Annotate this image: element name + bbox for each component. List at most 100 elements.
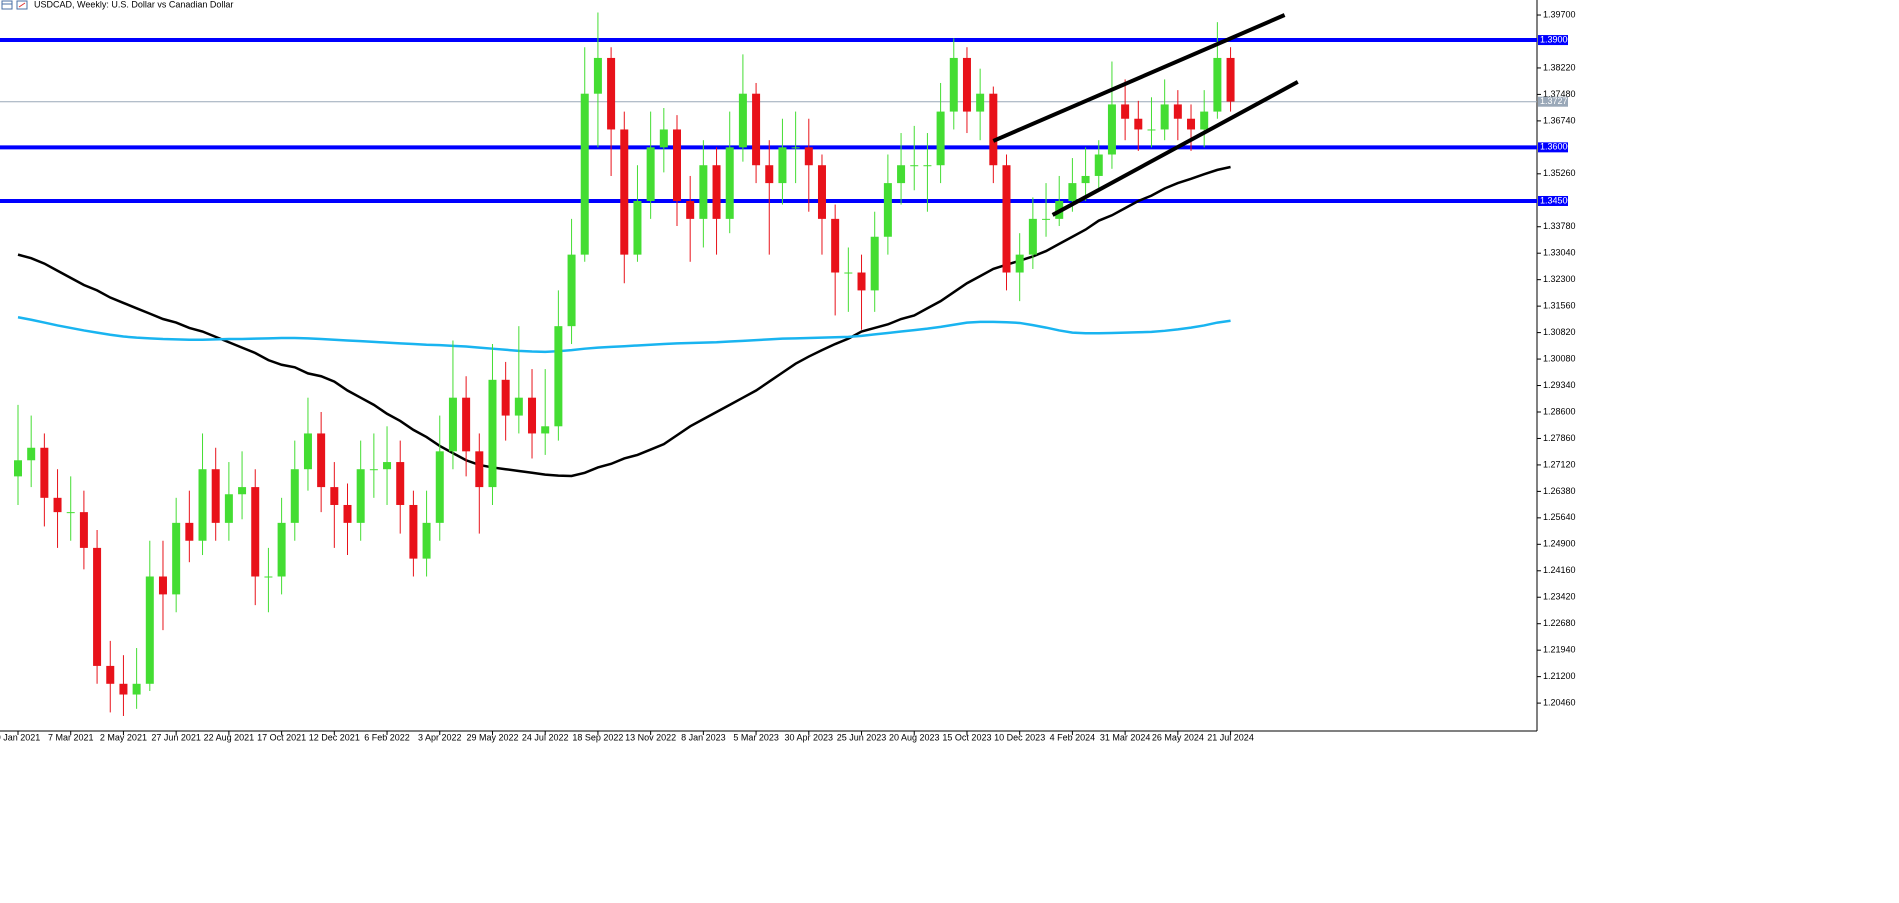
candle-body	[633, 200, 642, 255]
y-tick-label: 1.39700	[1543, 9, 1576, 19]
candle-body	[910, 165, 919, 167]
icon	[1, 0, 13, 10]
candle-body	[567, 254, 576, 327]
candle-body	[145, 576, 154, 684]
candle-body	[396, 462, 405, 505]
candle-body	[158, 576, 167, 595]
candle-body	[528, 397, 537, 434]
y-tick-label: 1.28600	[1543, 406, 1576, 416]
candle-body	[923, 165, 932, 167]
x-tick-label: 20 Aug 2023	[889, 732, 940, 742]
candle-body	[501, 379, 510, 416]
candle-body	[79, 512, 88, 548]
y-tick-label: 1.30820	[1543, 327, 1576, 337]
x-tick-label: 7 Mar 2021	[48, 732, 94, 742]
candle-body	[1002, 165, 1011, 273]
current-price-label: 1.37276	[1540, 96, 1573, 106]
y-tick-label: 1.33780	[1543, 221, 1576, 231]
x-tick-label: 8 Jan 2023	[681, 732, 726, 742]
y-tick-label: 1.21200	[1543, 671, 1576, 681]
candle-body	[1094, 154, 1103, 176]
candle-body	[804, 147, 813, 166]
level-box	[1538, 35, 1568, 46]
x-tick-label: 25 Jun 2023	[837, 732, 887, 742]
x-tick-label: 0 Jan 2021	[0, 732, 40, 742]
candle-body	[1015, 254, 1024, 273]
icon	[18, 2, 26, 8]
y-tick-label: 1.25640	[1543, 512, 1576, 522]
x-tick-label: 30 Apr 2023	[785, 732, 834, 742]
x-tick-label: 27 Jun 2021	[151, 732, 201, 742]
candle-body	[238, 487, 247, 495]
x-tick-label: 10 Dec 2023	[994, 732, 1045, 742]
candle-body	[1173, 104, 1182, 119]
candle-body	[962, 57, 971, 112]
candle-body	[1028, 218, 1037, 255]
candle-body	[541, 426, 550, 434]
y-tick-label: 1.21940	[1543, 645, 1576, 655]
candle-body	[686, 200, 695, 219]
y-tick-label: 1.27860	[1543, 433, 1576, 443]
x-tick-label: 2 May 2021	[100, 732, 147, 742]
y-tick-label: 1.32300	[1543, 274, 1576, 284]
candle-body	[119, 683, 128, 695]
candle-body	[1160, 104, 1169, 130]
candle-body	[66, 512, 75, 514]
candle-body	[475, 451, 484, 488]
candle-body	[409, 504, 418, 559]
chart-title: USDCAD, Weekly: U.S. Dollar vs Canadian …	[34, 0, 233, 9]
candle-body	[211, 469, 220, 523]
candle-body	[448, 397, 457, 452]
candle-body	[738, 93, 747, 148]
candle-body	[251, 487, 260, 577]
x-tick-label: 21 Jul 2024	[1207, 732, 1254, 742]
x-tick-label: 31 Mar 2024	[1100, 732, 1151, 742]
x-tick-label: 24 Jul 2022	[522, 732, 569, 742]
candle-body	[593, 57, 602, 94]
candle-body	[870, 236, 879, 291]
candle-body	[817, 165, 826, 219]
candle-body	[264, 576, 273, 578]
x-tick-label: 15 Oct 2023	[942, 732, 991, 742]
x-tick-label: 13 Nov 2022	[625, 732, 676, 742]
x-tick-label: 12 Dec 2021	[309, 732, 360, 742]
candle-body	[646, 147, 655, 201]
candle-body	[317, 433, 326, 488]
candle-body	[857, 272, 866, 291]
x-tick-label: 6 Feb 2022	[364, 732, 410, 742]
candle-body	[659, 129, 668, 148]
moving-average	[17, 315, 1231, 354]
candle-body	[620, 129, 629, 255]
level-label: 1.39000	[1540, 34, 1573, 44]
candle-body	[356, 469, 365, 523]
candle-body	[844, 272, 853, 274]
y-tick-label: 1.38220	[1543, 62, 1576, 72]
candle-body	[1134, 118, 1143, 130]
y-tick-label: 1.23420	[1543, 592, 1576, 602]
candle-body	[976, 93, 985, 112]
candle-body	[488, 379, 497, 488]
candle-body	[831, 218, 840, 273]
candle-body	[27, 447, 36, 461]
y-tick-label: 1.29340	[1543, 380, 1576, 390]
candle-body	[1147, 129, 1156, 131]
candle-body	[435, 451, 444, 523]
candle-body	[462, 397, 471, 452]
x-tick-label: 29 May 2022	[466, 732, 518, 742]
candle-body	[330, 487, 339, 505]
candle-body	[369, 469, 378, 471]
x-tick-label: 26 May 2024	[1152, 732, 1204, 742]
y-tick-label: 1.24160	[1543, 565, 1576, 575]
candle-body	[712, 165, 721, 219]
x-tick-label: 3 Apr 2022	[418, 732, 462, 742]
candle-body	[224, 494, 233, 523]
candle-body	[1081, 175, 1090, 184]
candle-body	[778, 147, 787, 184]
candle-body	[1213, 57, 1222, 112]
candle-body	[673, 129, 681, 201]
candle-body	[752, 93, 761, 166]
candle-body	[1107, 104, 1116, 155]
level-box	[1538, 195, 1568, 206]
